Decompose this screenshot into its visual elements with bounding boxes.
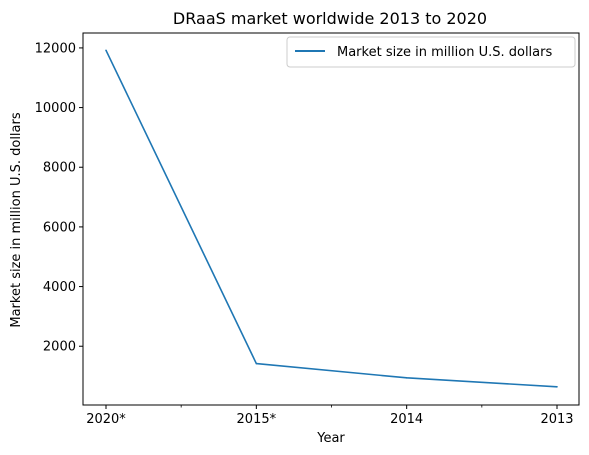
x-tick-label: 2020* [86, 412, 126, 427]
series-line [105, 49, 558, 388]
chart-title: DRaaS market worldwide 2013 to 2020 [173, 9, 487, 28]
data-point [556, 386, 558, 388]
x-tick-label: 2015* [237, 412, 277, 427]
axes-frame [82, 32, 580, 406]
data-point [255, 362, 258, 365]
y-tick-label: 4000 [43, 280, 76, 295]
y-tick-label: 2000 [43, 340, 76, 355]
y-tick-label: 6000 [43, 220, 76, 235]
legend-box [286, 36, 576, 68]
x-axis-label: Year [316, 431, 345, 446]
x-tick-label: 2014 [390, 412, 423, 427]
x-tick-label: 2013 [540, 412, 573, 427]
plot-area: 2000 4000 6000 8000 10000 12000 2020* 2015* 2014… [35, 32, 580, 427]
data-point [405, 377, 408, 379]
legend: Market size in million U.S. dollars [286, 36, 576, 68]
y-tick-label: 8000 [43, 161, 76, 176]
y-tick-label: 10000 [35, 101, 76, 116]
y-tick-label: 12000 [35, 41, 76, 56]
y-axis-label: Market size in million U.S. dollars [9, 112, 24, 327]
data-point [105, 49, 107, 52]
legend-label: Market size in million U.S. dollars [337, 45, 552, 60]
